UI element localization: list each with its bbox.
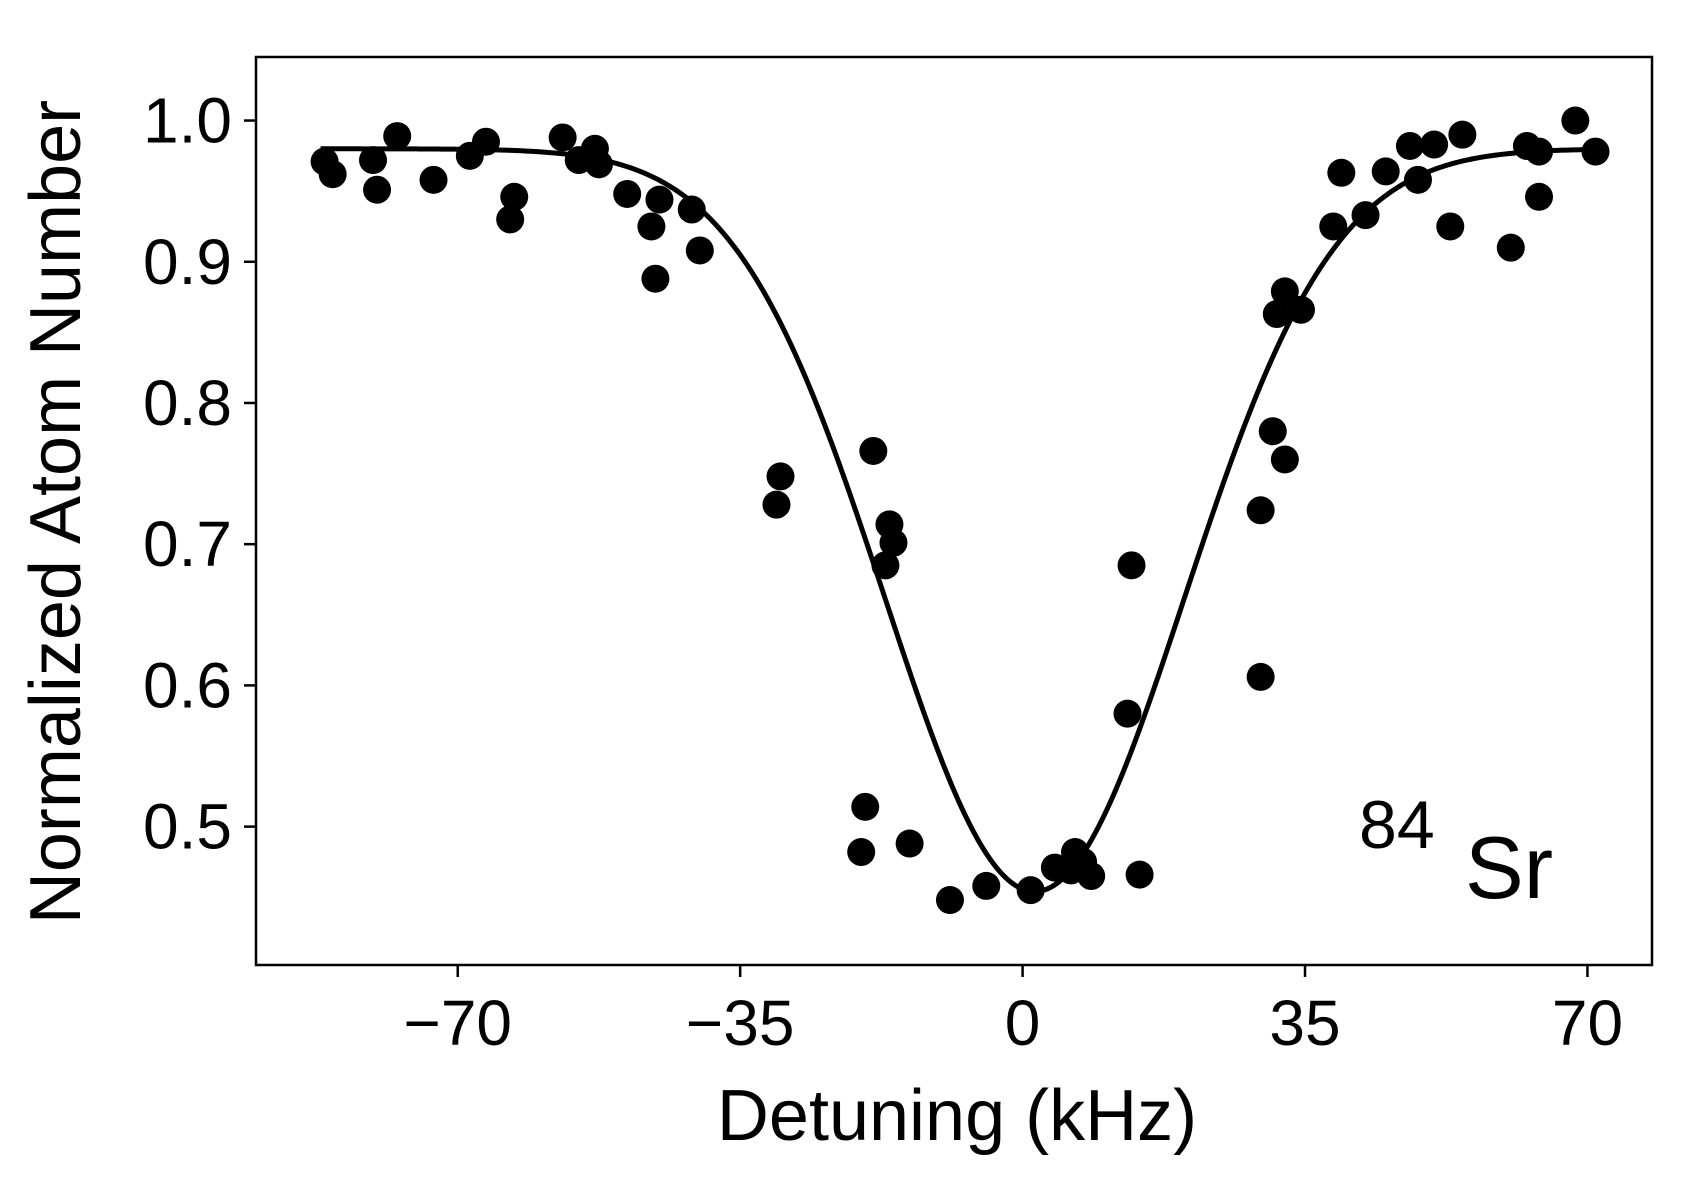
plot-frame [254, 55, 1654, 967]
data-point [685, 236, 714, 265]
data-point [1117, 551, 1146, 580]
data-point [859, 436, 888, 465]
x-tick-label: 70 [1552, 987, 1623, 1059]
data-point [972, 871, 1001, 900]
data-point [895, 829, 924, 858]
data-point [1561, 106, 1590, 135]
y-tick-label: 0.6 [143, 649, 232, 721]
data-point [1525, 182, 1554, 211]
data-point [766, 462, 795, 491]
data-point [1125, 860, 1154, 889]
y-tick-label: 0.5 [143, 791, 232, 863]
x-axis-title: Detuning (kHz) [717, 1076, 1197, 1156]
x-tick-label: −35 [686, 987, 795, 1059]
y-axis-title: Normalized Atom Number [16, 100, 96, 924]
data-point [1371, 157, 1400, 186]
data-point [584, 150, 613, 179]
data-point [1270, 445, 1299, 474]
data-point [419, 165, 448, 194]
data-point [1113, 699, 1142, 728]
data-point [1448, 120, 1477, 149]
data-point [1246, 662, 1275, 691]
data-point [1016, 876, 1045, 905]
data-point [1258, 417, 1287, 446]
data-point [1525, 137, 1554, 166]
data-point [318, 160, 347, 189]
data-point [1319, 212, 1348, 241]
isotope-mass-number: 84 [1359, 787, 1435, 863]
data-point [847, 838, 876, 867]
data-point [1077, 862, 1106, 891]
data-point [935, 886, 964, 915]
data-point [1270, 277, 1299, 306]
data-point [500, 182, 529, 211]
y-tick-label: 0.8 [143, 367, 232, 439]
data-point [1403, 165, 1432, 194]
data-point [383, 122, 412, 151]
data-point [637, 212, 666, 241]
data-point [363, 175, 392, 204]
y-tick-label: 1.0 [143, 85, 232, 157]
data-point [1436, 212, 1465, 241]
isotope-label: 84 Sr [1359, 787, 1553, 917]
isotope-element-symbol: Sr [1465, 818, 1553, 917]
data-point [1351, 201, 1380, 230]
x-axis-ticks: −70 −35 0 35 70 [403, 965, 1623, 1059]
data-point [641, 264, 670, 293]
data-point [471, 127, 500, 156]
data-point [359, 146, 388, 175]
y-tick-label: 0.9 [143, 226, 232, 298]
data-point [879, 528, 908, 557]
x-tick-label: 0 [1005, 987, 1041, 1059]
y-axis-ticks: 0.5 0.6 0.7 0.8 0.9 1.0 [143, 85, 256, 863]
data-point [1496, 233, 1525, 262]
data-point [1286, 295, 1315, 324]
data-point [762, 490, 791, 519]
data-point [496, 205, 525, 234]
data-point [548, 123, 577, 152]
data-point [1581, 137, 1610, 166]
x-tick-label: −70 [403, 987, 512, 1059]
x-tick-label: 35 [1269, 987, 1340, 1059]
data-point [677, 195, 706, 224]
data-point [1246, 496, 1275, 525]
data-point [1262, 300, 1291, 329]
data-point [613, 179, 642, 208]
fit-curve-layer [320, 146, 1596, 895]
data-point [871, 551, 900, 580]
data-point [851, 792, 880, 821]
data-point [1327, 158, 1356, 187]
data-point [1420, 130, 1449, 159]
data-point [1395, 131, 1424, 160]
fit-curve [320, 146, 1596, 895]
data-point [645, 185, 674, 214]
data-points-layer [310, 106, 1610, 915]
y-tick-label: 0.7 [143, 508, 232, 580]
